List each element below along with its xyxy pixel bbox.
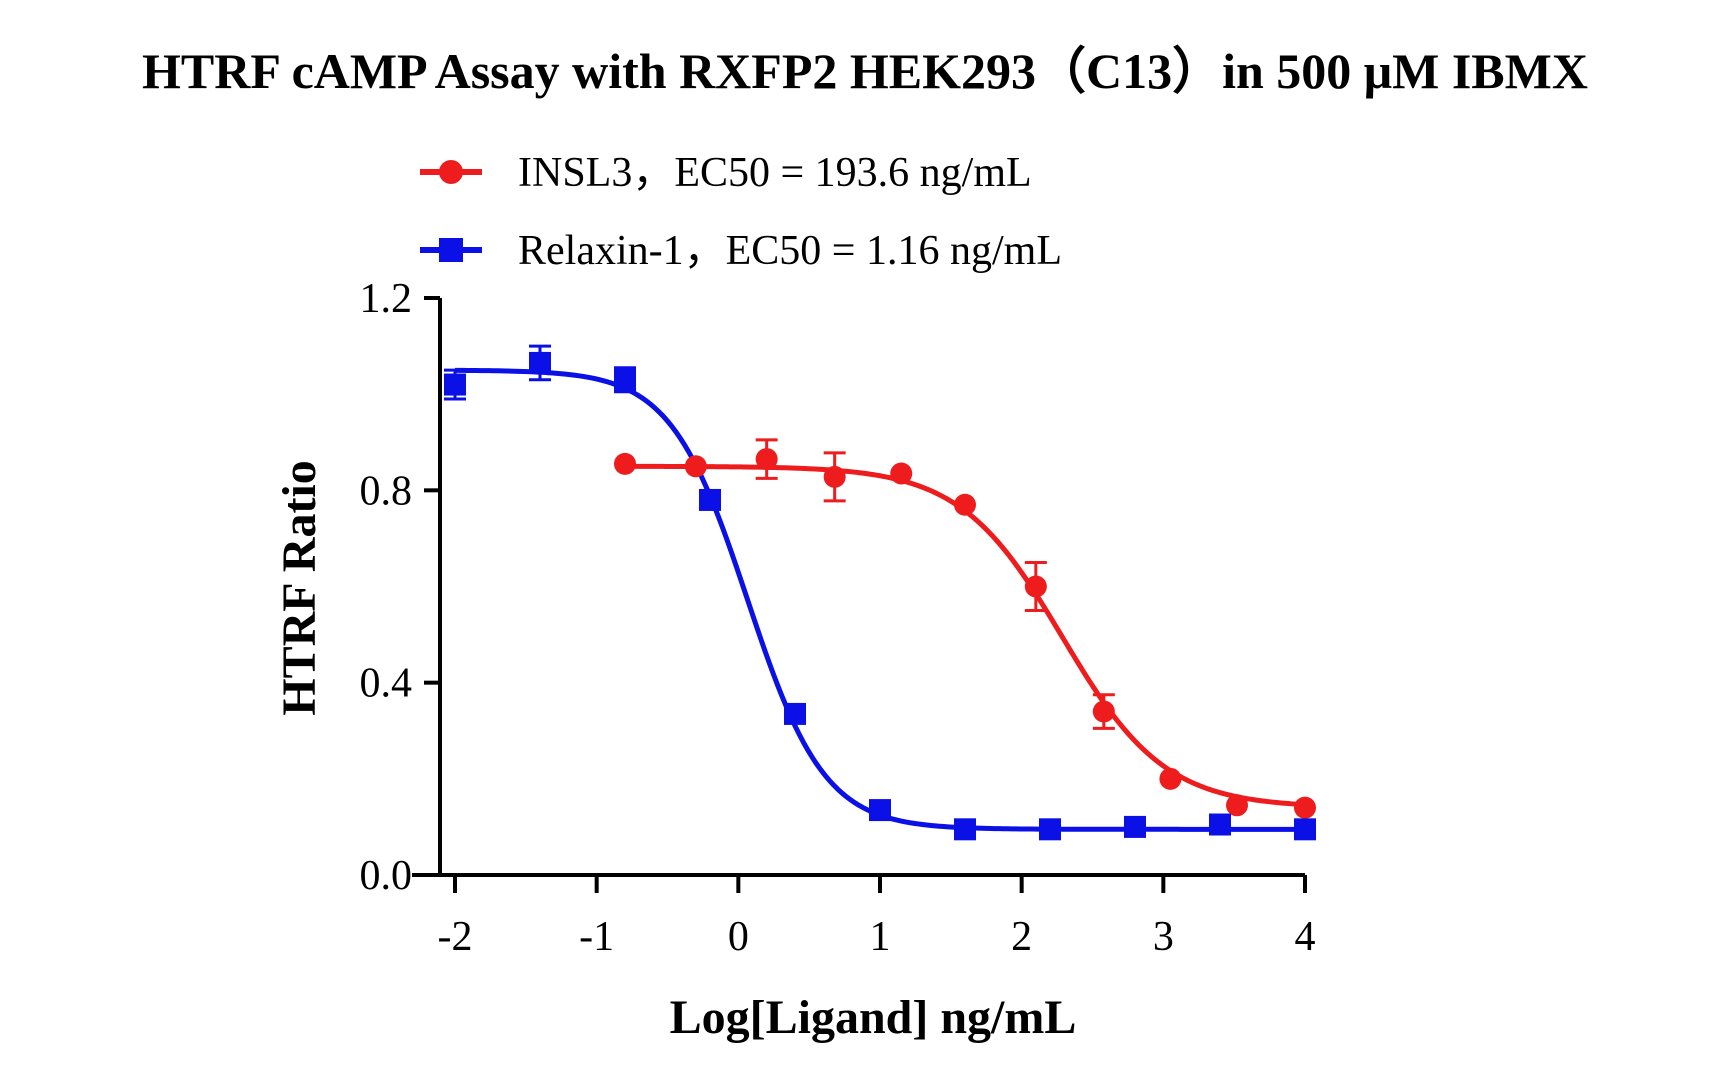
legend-label: INSL3，EC50 = 193.6 ng/mL <box>518 150 1032 196</box>
data-point <box>1226 794 1248 817</box>
legend: INSL3，EC50 = 193.6 ng/mL Relaxin-1，EC50 =… <box>420 150 1062 274</box>
data-point <box>823 465 846 488</box>
y-ticks: 0.0 0.4 0.8 1.2 <box>360 276 440 899</box>
data-point <box>755 448 778 471</box>
data-point <box>1092 700 1115 723</box>
legend-item: Relaxin-1，EC50 = 1.16 ng/mL <box>420 228 1062 274</box>
y-tick-label: 1.2 <box>360 276 413 322</box>
plot-area <box>444 344 1316 841</box>
data-point <box>699 488 721 511</box>
data-markers <box>444 351 1316 841</box>
x-tick-label: 0 <box>728 914 749 960</box>
x-tick-label: 4 <box>1295 914 1316 960</box>
data-point <box>954 493 976 516</box>
data-point <box>1124 815 1146 838</box>
x-tick-label: 1 <box>870 914 891 960</box>
data-point <box>1159 767 1182 790</box>
fit-curve <box>454 367 1305 832</box>
x-tick-label: 2 <box>1011 914 1032 960</box>
y-axis-title: HTRF Ratio <box>273 460 326 716</box>
legend-marker <box>439 160 463 184</box>
y-tick-label: 0.8 <box>360 468 413 514</box>
legend-item: INSL3，EC50 = 193.6 ng/mL <box>420 150 1032 196</box>
y-tick-label: 0.0 <box>360 853 413 899</box>
data-point <box>444 373 466 396</box>
data-point <box>1024 575 1047 598</box>
x-tick-label: 3 <box>1153 914 1174 960</box>
x-tick-label: -2 <box>438 914 473 960</box>
axes: 0.0 0.4 0.8 1.2 -2 -1 0 1 2 3 4 <box>360 276 1316 960</box>
data-point <box>869 799 891 822</box>
x-tick-label: -1 <box>579 914 614 960</box>
chart-title: HTRF cAMP Assay with RXFP2 HEK293（C13）in… <box>142 43 1588 99</box>
data-point <box>1209 813 1231 836</box>
fit-curves <box>454 367 1306 832</box>
fit-curve <box>625 463 1306 808</box>
y-tick-label: 0.4 <box>360 661 413 707</box>
error-bars <box>444 344 1115 730</box>
data-point <box>614 452 636 475</box>
legend-label: Relaxin-1，EC50 = 1.16 ng/mL <box>518 228 1062 274</box>
data-point <box>684 455 707 478</box>
data-point <box>614 368 636 391</box>
data-point <box>1039 818 1061 841</box>
data-point <box>784 702 806 725</box>
data-point <box>890 462 913 485</box>
legend-marker <box>439 238 463 262</box>
x-axis-title: Log[Ligand] ng/mL <box>670 991 1077 1044</box>
x-ticks: -2 -1 0 1 2 3 4 <box>438 875 1316 960</box>
data-point <box>529 351 551 374</box>
data-point <box>1294 796 1316 819</box>
data-point <box>1294 818 1316 841</box>
data-point <box>954 818 976 841</box>
